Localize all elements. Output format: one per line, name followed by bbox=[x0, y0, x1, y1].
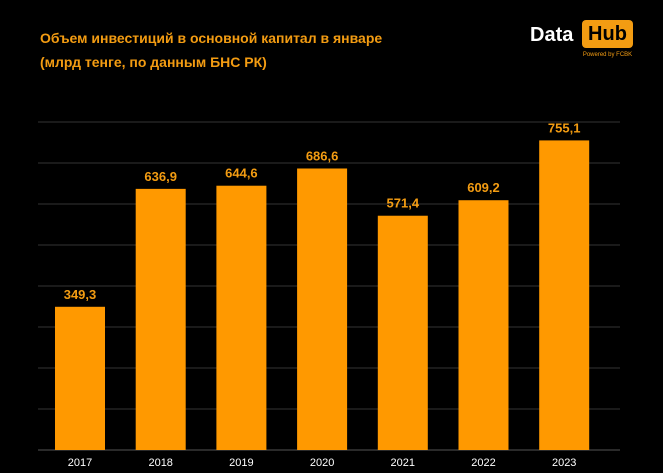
bar bbox=[135, 188, 186, 450]
bar bbox=[216, 185, 267, 451]
bar-value-label: 609,2 bbox=[467, 180, 500, 195]
bar-value-label: 636,9 bbox=[144, 169, 177, 184]
bar bbox=[539, 140, 590, 450]
x-tick-label: 2023 bbox=[552, 457, 576, 469]
bar bbox=[55, 306, 105, 450]
logo-word-data: Data bbox=[530, 24, 574, 46]
bar bbox=[297, 168, 348, 450]
x-tick-label: 2020 bbox=[310, 457, 334, 469]
chart-title-line2: (млрд тенге, по данным БНС РК) bbox=[40, 54, 267, 70]
chart-title: Объем инвестиций в основной капитал в ян… bbox=[40, 26, 382, 74]
bar-value-label: 755,1 bbox=[548, 120, 581, 135]
bar-value-label: 686,6 bbox=[306, 148, 339, 163]
x-tick-label: 2019 bbox=[229, 457, 253, 469]
x-tick-label: 2022 bbox=[471, 457, 495, 469]
datahub-logo: Data Hub Powered by FCBK bbox=[530, 20, 634, 64]
logo-tagline: Powered by FCBK bbox=[582, 52, 633, 58]
chart-title-line1: Объем инвестиций в основной капитал в ян… bbox=[40, 30, 383, 46]
x-tick-label: 2017 bbox=[68, 457, 92, 469]
bar-value-label: 349,3 bbox=[64, 287, 97, 302]
x-tick-label: 2018 bbox=[148, 457, 172, 469]
bar bbox=[377, 215, 428, 450]
bar bbox=[458, 200, 509, 450]
bar-value-label: 644,6 bbox=[225, 166, 258, 181]
bar-value-label: 571,4 bbox=[387, 196, 420, 211]
x-tick-label: 2021 bbox=[391, 457, 415, 469]
logo-word-hub: Hub bbox=[582, 20, 633, 48]
